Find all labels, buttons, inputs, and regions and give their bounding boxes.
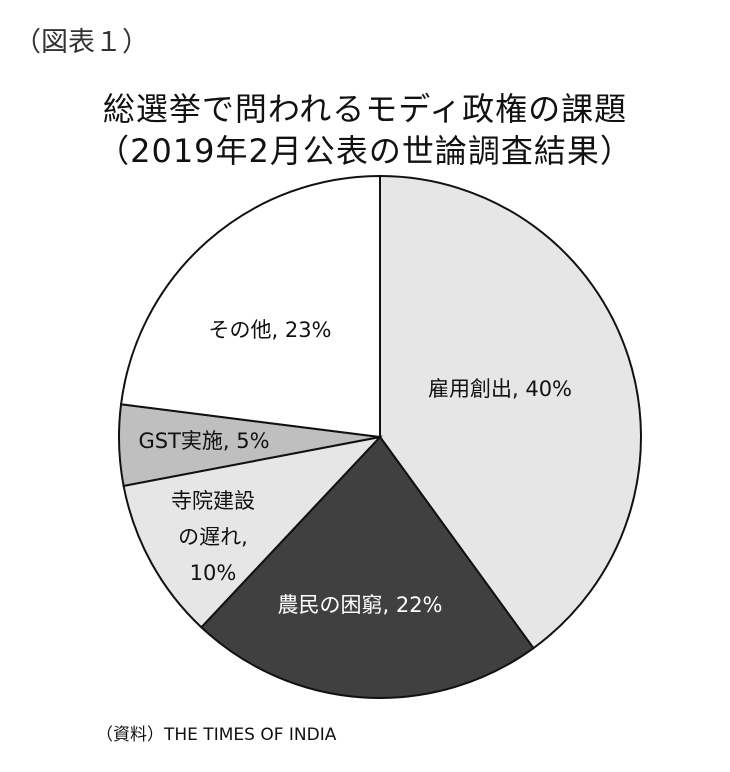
- pie-slice-3: [122, 435, 383, 629]
- pie-slice-5: [119, 174, 381, 439]
- slice-label-1: 雇用創出, 40%: [428, 377, 572, 401]
- slice-label-3-line-3: 10%: [190, 561, 237, 585]
- slice-label-3-line-2: の遅れ,: [178, 525, 248, 549]
- figure-label: （図表１）: [14, 27, 149, 58]
- source-note: （資料）THE TIMES OF INDIA: [96, 725, 337, 745]
- slice-label-5: その他, 23%: [208, 318, 331, 342]
- slice-label-3-line-1: 寺院建設: [171, 489, 255, 513]
- chart-subtitle: （2019年2月公表の世論調査結果）: [97, 132, 633, 170]
- pie-slice-2: [199, 435, 535, 699]
- slice-label-4: GST実施, 5%: [138, 429, 269, 453]
- slice-label-2: 農民の困窮, 22%: [277, 593, 442, 617]
- chart-title: 総選挙で問われるモディ政権の課題: [102, 90, 628, 128]
- pie-slice-1: [379, 174, 642, 650]
